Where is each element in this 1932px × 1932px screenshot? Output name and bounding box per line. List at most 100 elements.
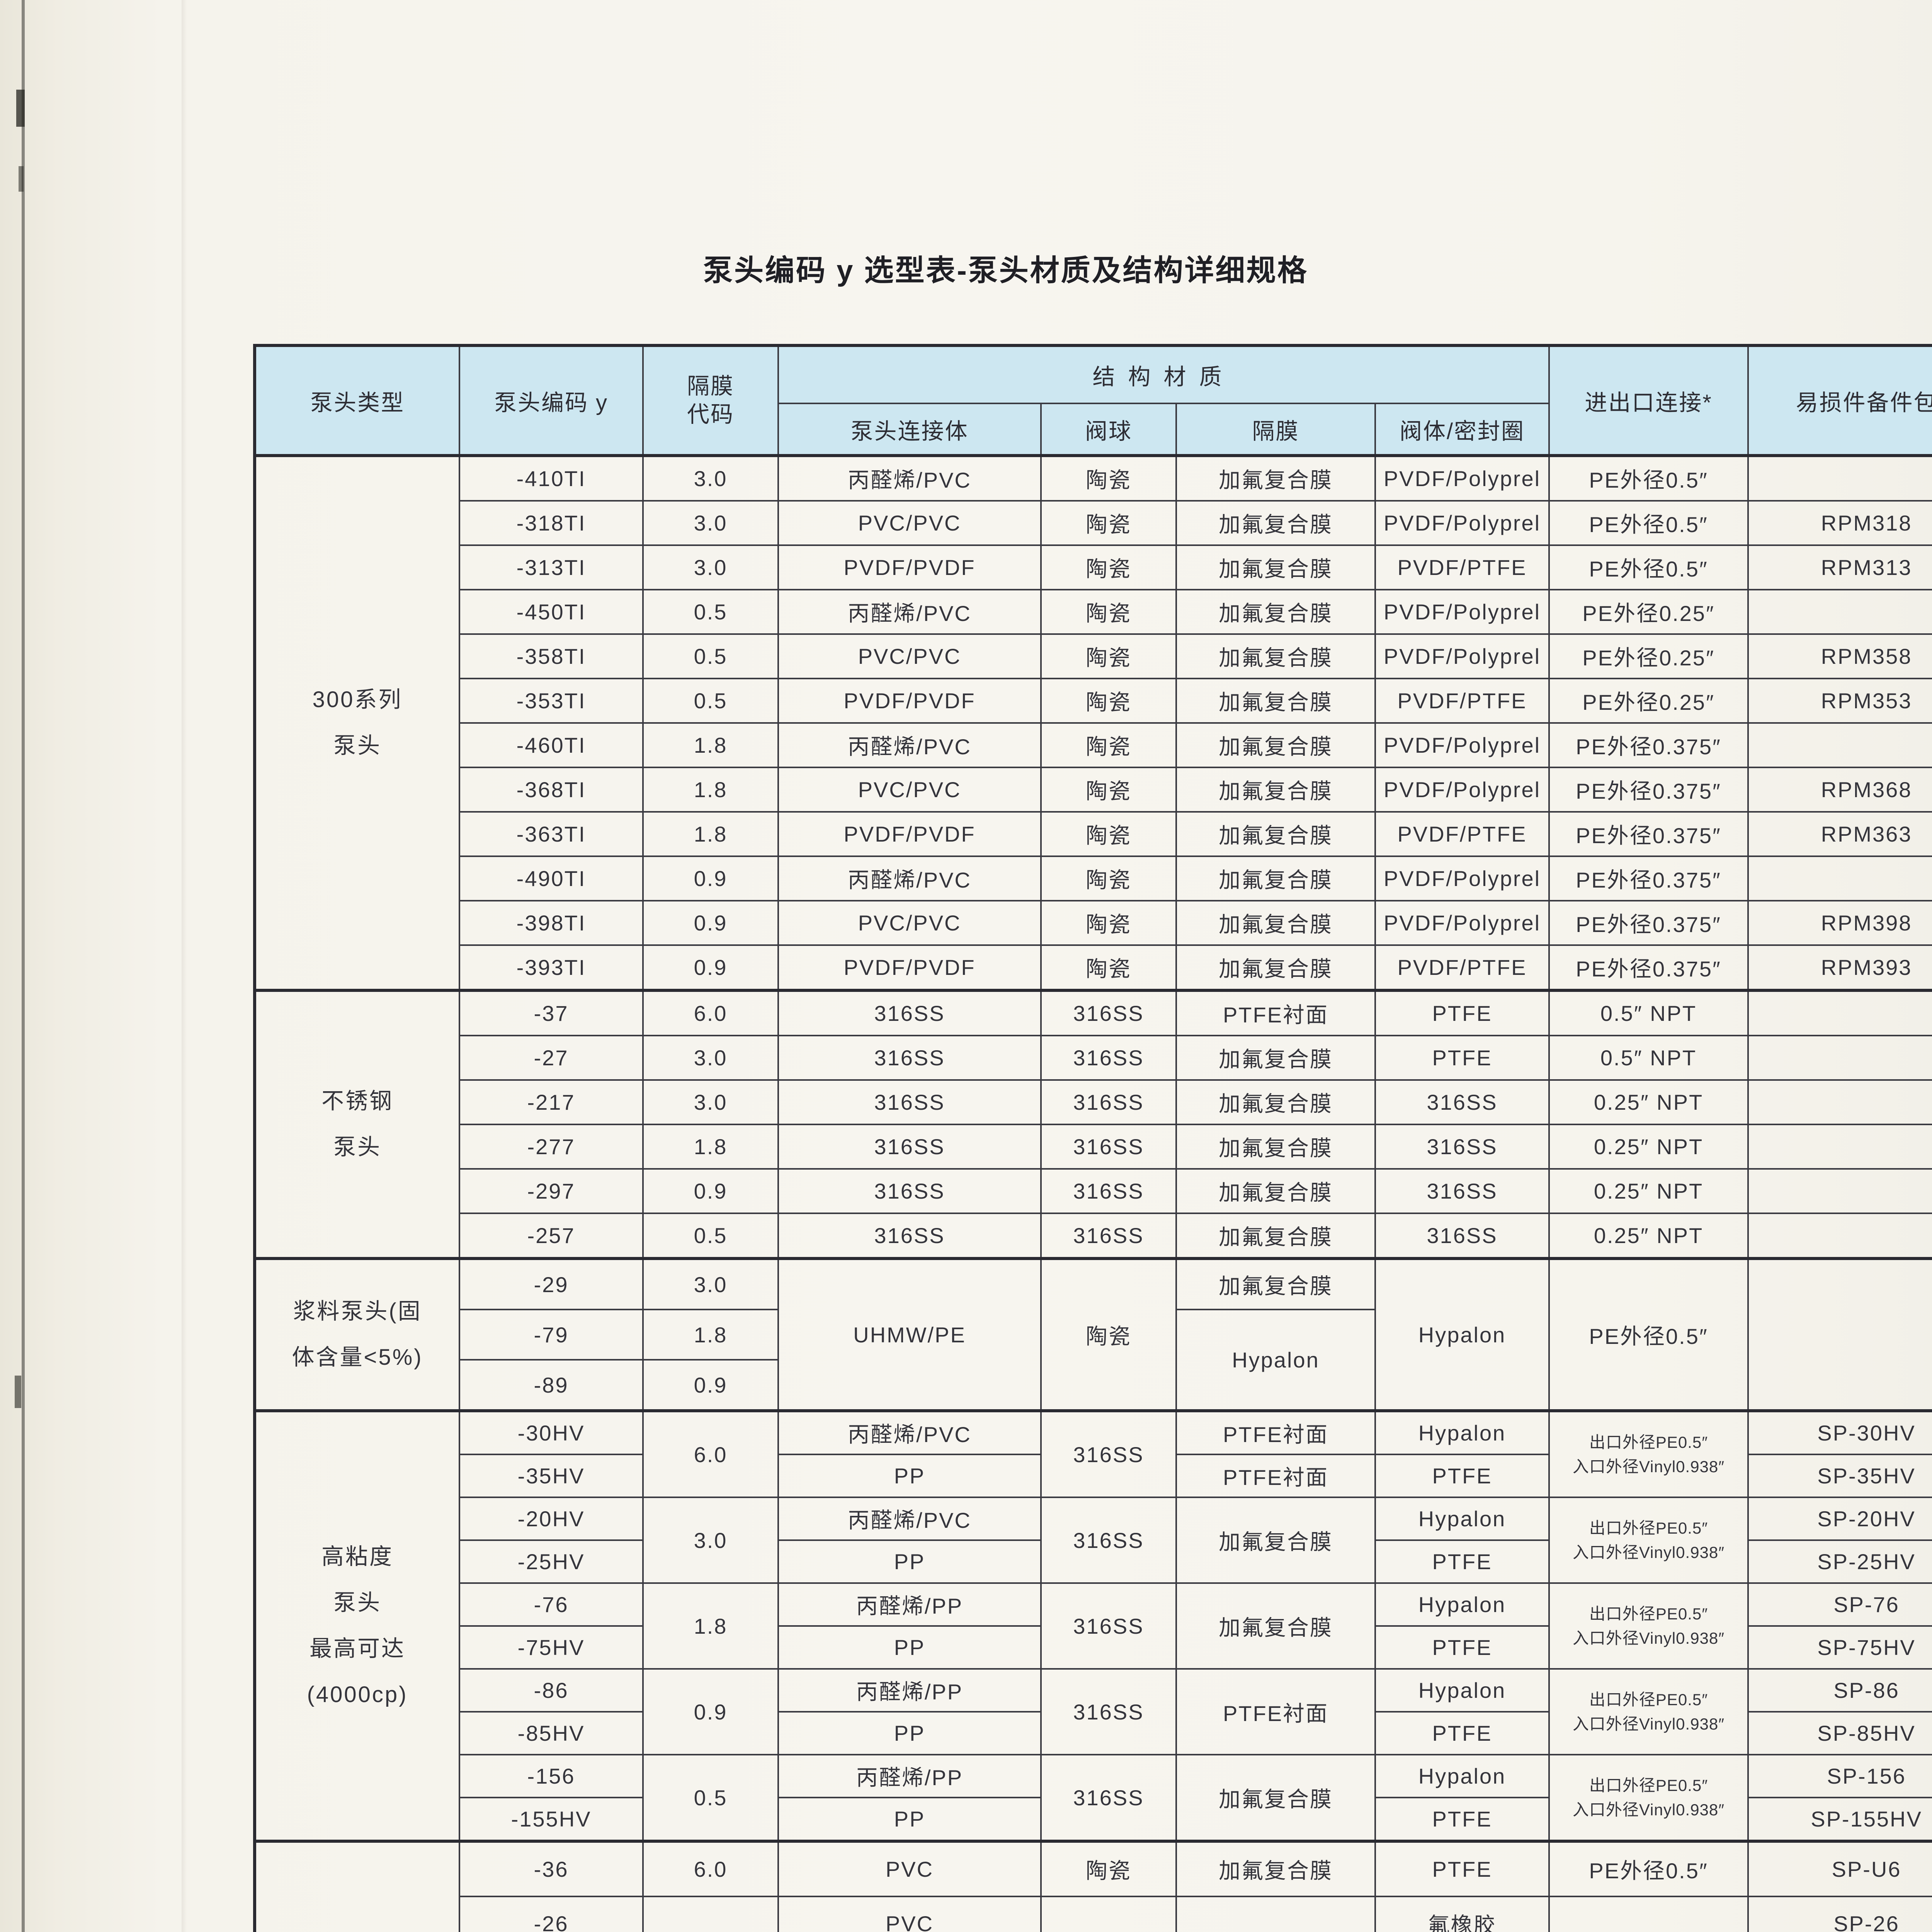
spec-cell: 加氟复合膜 — [1175, 944, 1376, 991]
spec-cell: PVDF/PTFE — [1374, 944, 1550, 991]
spec-cell: 316SS — [1374, 1079, 1550, 1125]
spec-cell: 3.0 — [642, 544, 779, 590]
spec-cell: -353TI — [459, 678, 644, 724]
spec-cell: PP — [777, 1539, 1042, 1584]
spec-cell: PE外径0.375″ — [1548, 855, 1749, 901]
spec-cell: PE外径0.5″ — [1548, 1257, 1749, 1412]
spec-cell: PTFE衬面 — [1175, 1409, 1376, 1455]
spec-cell: 陶瓷 — [1040, 900, 1177, 946]
table-row: -89 0.9 — [255, 1359, 1932, 1412]
spec-cell: PP — [777, 1625, 1042, 1670]
col-header-valve-ball: 阀球 — [1040, 403, 1177, 457]
spec-cell: PVDF/Polyprel — [1374, 454, 1550, 502]
table-row: -27 3.0 316SS 316SS 加氟复合膜 PTFE 0.5″ NPT — [255, 1035, 1932, 1081]
category-cell: 高粘度 泵头 最高可达 (4000cp) — [254, 1409, 460, 1842]
spec-cell: 0.25″ NPT — [1548, 1168, 1749, 1214]
spec-cell: PE外径0.375″ — [1548, 944, 1749, 991]
table-row: -297 0.9 316SS 316SS 加氟复合膜 316SS 0.25″ NPT — [255, 1168, 1932, 1214]
spec-cell: 316SS — [1374, 1168, 1550, 1214]
spec-cell: -27 — [459, 1035, 644, 1081]
spec-cell: PTFE — [1374, 1797, 1550, 1842]
spec-cell: 316SS — [1040, 1668, 1177, 1755]
col-header-diaphragm: 隔膜 — [1175, 403, 1376, 457]
table-row: -353TI 0.5 PVDF/PVDF 陶瓷 加氟复合膜 PVDF/PTFE PE外径0.… — [255, 678, 1932, 724]
scan-edge-mark — [19, 166, 24, 192]
spec-cell: -363TI — [459, 811, 644, 857]
table-row: -156 0.5 丙醛烯/PP 316SS 加氟复合膜 Hypalon 出口外径PE0.5″… — [255, 1754, 1932, 1842]
table-row: -76 1.8 丙醛烯/PP 316SS 加氟复合膜 Hypalon 出口外径PE0.5″ 入… — [255, 1582, 1932, 1670]
col-header-pump-type: 泵头类型 — [254, 345, 460, 457]
category-cell: 不锈钢 泵头 — [254, 989, 460, 1259]
table-row: -85HV PP PTFE SP-85HV — [255, 1711, 1932, 1755]
spec-cell: 1.8 — [642, 811, 779, 857]
spec-cell: PE外径0.25″ — [1548, 678, 1749, 724]
spec-cell: RPM358 — [1747, 633, 1932, 679]
spec-cell: 3.0 — [642, 500, 779, 546]
spec-cell: 加氟复合膜 — [1175, 1582, 1376, 1670]
spec-cell: 丙醛烯/PP — [777, 1668, 1042, 1713]
spec-cell: 陶瓷 — [1040, 1896, 1177, 1932]
scan-crease — [182, 0, 187, 1932]
spec-cell: -490TI — [459, 855, 644, 901]
spec-cell — [1747, 1213, 1932, 1259]
spec-cell: RPM398 — [1747, 900, 1932, 946]
spec-cell: 6.0 — [642, 989, 779, 1036]
spec-cell: PP — [777, 1711, 1042, 1755]
spec-cell: -79 — [459, 1309, 644, 1361]
spec-cell: 316SS — [1040, 1213, 1177, 1259]
table-row: -490TI 0.9 丙醛烯/PVC 陶瓷 加氟复合膜 PVDF/Polyprel PE外径… — [255, 855, 1932, 901]
table-row: -460TI 1.8 丙醛烯/PVC 陶瓷 加氟复合膜 PVDF/Polyprel PE外径… — [255, 722, 1932, 768]
spec-cell: 加氟复合膜 — [1175, 1896, 1376, 1932]
spec-cell: PVDF/Polyprel — [1374, 855, 1550, 901]
spec-cell: 陶瓷 — [1040, 589, 1177, 635]
spec-cell: 6.0 — [642, 1840, 779, 1897]
table-row: -313TI 3.0 PVDF/PVDF 陶瓷 加氟复合膜 PVDF/PTFE PE外径0.… — [255, 544, 1932, 590]
spec-cell: SP-20HV — [1747, 1497, 1932, 1541]
spec-cell: 0.9 — [642, 855, 779, 901]
spec-cell: 316SS — [777, 989, 1042, 1036]
spec-cell: RPM393 — [1747, 944, 1932, 991]
spec-cell: -36 — [459, 1840, 644, 1897]
table-row: -393TI 0.9 PVDF/PVDF 陶瓷 加氟复合膜 PVDF/PTFE PE外径0.… — [255, 944, 1932, 991]
spec-cell: SP-30HV — [1747, 1409, 1932, 1455]
spec-table: 泵头类型 泵头编码 y 隔膜 代码 结构材质 进出口连接* 易损件备件包 泵头连… — [253, 344, 1932, 1932]
category-cell: 浆料泵头(固 体含量<5%) — [254, 1257, 460, 1412]
spec-cell: 1.8 — [642, 1582, 779, 1670]
spec-cell: 0.9 — [642, 1668, 779, 1755]
spec-cell: 陶瓷 — [1040, 678, 1177, 724]
spec-cell: 316SS — [1040, 1079, 1177, 1125]
spec-cell: 3.0 — [642, 1079, 779, 1125]
spec-cell: 加氟复合膜 — [1175, 1124, 1376, 1170]
spec-cell — [1747, 454, 1932, 502]
col-header-structure-material: 结构材质 — [777, 345, 1550, 404]
spec-cell: 加氟复合膜 — [1175, 1213, 1376, 1259]
spec-cell: 加氟复合膜 — [1175, 811, 1376, 857]
spec-cell: 加氟复合膜 — [1175, 1035, 1376, 1081]
spec-cell: 加氟复合膜 — [1175, 633, 1376, 679]
spec-cell: 1.8 — [642, 1309, 779, 1361]
table-row: -358TI 0.5 PVC/PVC 陶瓷 加氟复合膜 PVDF/Polyprel PE外径… — [255, 633, 1932, 679]
spec-cell: 0.25″ NPT — [1548, 1079, 1749, 1125]
spec-cell: -410TI — [459, 454, 644, 502]
spec-cell: PE外径0.5″ — [1548, 500, 1749, 546]
spec-cell: 3.0 — [642, 1497, 779, 1584]
spec-cell: PTFE — [1374, 989, 1550, 1036]
spec-cell: 出口外径PE0.5″ 入口外径Vinyl0.938″ — [1548, 1582, 1749, 1670]
spec-cell: 加氟复合膜 — [1175, 722, 1376, 768]
spec-cell: PVDF/PVDF — [777, 811, 1042, 857]
spec-cell: SP-75HV — [1747, 1625, 1932, 1670]
spec-cell: 0.5 — [642, 678, 779, 724]
spec-cell: 出口外径PE0.5″ 入口外径Vinyl0.938″ — [1548, 1754, 1749, 1842]
spec-cell: PTFE衬面 — [1175, 1668, 1376, 1755]
spec-cell: 0.5 — [642, 1213, 779, 1259]
spec-cell: SP-U6 — [1747, 1840, 1932, 1897]
spec-cell: -277 — [459, 1124, 644, 1170]
spec-cell: 加氟复合膜 — [1175, 1257, 1376, 1310]
spec-cell: Hypalon — [1374, 1409, 1550, 1455]
spec-cell: 316SS — [1040, 1497, 1177, 1584]
table-row: 不锈钢 泵头 -37 6.0 316SS 316SS PTFE衬面 PTFE 0.5″ NPT — [254, 989, 1932, 1259]
spec-cell: 丙醛烯/PP — [777, 1582, 1042, 1627]
spec-cell — [1747, 589, 1932, 635]
spec-cell: Hypalon — [1374, 1754, 1550, 1798]
spec-cell: PVDF/PTFE — [1374, 811, 1550, 857]
